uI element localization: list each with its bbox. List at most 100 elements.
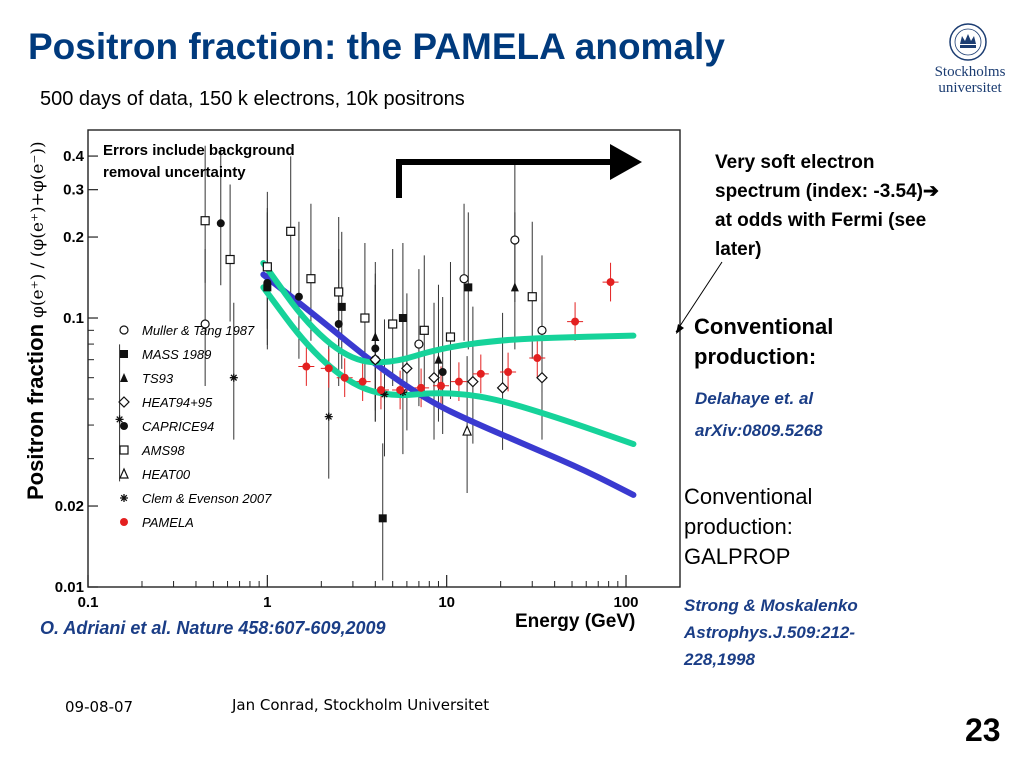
legend-marker [119, 467, 129, 479]
strong-moskalenko-reference: Strong & Moskalenko Astrophys.J.509:212-… [684, 596, 858, 669]
data-point [459, 274, 469, 284]
soft-spectrum-note: Very soft electron spectrum (index: -3.5… [715, 152, 939, 260]
chart-arrows [396, 144, 723, 334]
data-point [306, 274, 316, 284]
data-point [571, 317, 580, 326]
bent-arrow-icon [396, 159, 612, 198]
bent-arrow-head-icon [610, 144, 642, 180]
legend-marker [119, 325, 129, 335]
slide-subtitle: 500 days of data, 150 k electrons, 10k p… [40, 88, 465, 110]
data-point [371, 331, 380, 341]
citation: O. Adriani et al. Nature 458:607-609,200… [40, 618, 386, 638]
data-point [115, 415, 124, 424]
data-point [510, 235, 520, 245]
data-point [286, 226, 296, 236]
data-point [419, 325, 429, 335]
legend-marker [120, 350, 128, 358]
legend-label: CAPRICE94 [142, 419, 214, 434]
legend-label: MASS 1989 [142, 347, 211, 362]
data-point [360, 313, 370, 323]
legend-marker [119, 445, 129, 455]
data-point [454, 377, 463, 386]
data-point [262, 262, 272, 272]
data-point [537, 325, 547, 335]
model-curves [260, 260, 637, 498]
conventional-production-label: Conventional production: [694, 314, 834, 369]
data-point [324, 412, 333, 421]
y-tick-label: 0.3 [63, 182, 84, 199]
chart-legend: Muller & Tang 1987 MASS 1989 TS93 HEAT94+95… [118, 323, 272, 530]
legend-marker [120, 518, 128, 526]
data-point [294, 292, 303, 301]
data-point [438, 367, 447, 376]
model-curve-delahaye-lower [260, 284, 637, 448]
legend-label: HEAT94+95 [142, 395, 213, 410]
university-logo: Stockholms universitet [922, 22, 1018, 98]
legend-marker [120, 494, 128, 502]
data-point [428, 371, 440, 384]
y-axis-formula: φ(e⁺) / (φ(e⁺)+φ(e⁻)) [28, 141, 48, 318]
data-point [324, 364, 333, 373]
x-tick-label: 10 [438, 594, 455, 611]
data-point [200, 216, 210, 226]
y-tick-label: 0.02 [55, 498, 84, 515]
y-tick-label: 0.01 [55, 579, 84, 596]
x-axis-label: Energy (GeV) [515, 611, 635, 632]
data-point [380, 390, 389, 399]
pointer-head-icon [676, 324, 684, 334]
data-point [462, 424, 473, 436]
errors-note: Errors include background removal uncert… [103, 142, 295, 181]
logo-line-1: Stockholms [934, 64, 1006, 80]
data-point [606, 278, 615, 287]
data-point [396, 385, 405, 394]
data-point [337, 302, 346, 311]
data-point [496, 382, 509, 394]
data-point [476, 369, 485, 378]
data-point [216, 219, 225, 228]
x-tick-label: 1 [263, 594, 271, 611]
data-point [334, 320, 343, 329]
legend-marker [118, 396, 130, 408]
y-tick-label: 0.1 [63, 310, 84, 327]
crown-seal-icon [949, 23, 987, 61]
slide-number: 23 [965, 712, 1001, 748]
data-points [115, 216, 615, 523]
footer-author: Jan Conrad, Stockholm Universitet [232, 696, 490, 714]
legend-label: TS93 [142, 371, 174, 386]
chart-ticks: 0.1 1 10 100 0.01 0.02 0.1 0.2 0.3 0.4 [55, 148, 639, 611]
data-point [263, 278, 272, 287]
model-curve-delahaye-upper [260, 260, 637, 366]
data-point [504, 367, 513, 376]
data-point [358, 377, 367, 386]
data-point [302, 362, 311, 371]
x-tick-label: 0.1 [78, 594, 99, 611]
pointer-line [675, 261, 723, 333]
chart-axes [87, 129, 681, 588]
data-point [398, 314, 407, 323]
legend-marker [120, 373, 128, 382]
data-point [388, 319, 398, 329]
data-point [417, 383, 426, 392]
legend-label: Clem & Evenson 2007 [142, 491, 272, 506]
data-point [464, 283, 473, 292]
data-point [340, 373, 349, 382]
x-tick-label: 100 [613, 594, 638, 611]
data-point [527, 292, 537, 302]
data-point [414, 339, 424, 349]
plot-frame [87, 129, 681, 588]
data-point [401, 362, 413, 375]
data-point [533, 354, 542, 363]
legend-label: Muller & Tang 1987 [142, 323, 255, 338]
footer-date: 09-08-07 [65, 698, 134, 716]
legend-marker [120, 422, 128, 430]
y-tick-label: 0.2 [63, 229, 84, 246]
delahaye-arxiv: arXiv:0809.5268 [695, 421, 823, 440]
data-point [200, 319, 210, 329]
logo-line-2: universitet [938, 80, 1002, 96]
y-tick-label: 0.4 [63, 148, 85, 165]
data-point [225, 254, 235, 265]
legend-label: PAMELA [142, 515, 194, 530]
data-point [510, 282, 519, 292]
data-point [434, 354, 443, 364]
